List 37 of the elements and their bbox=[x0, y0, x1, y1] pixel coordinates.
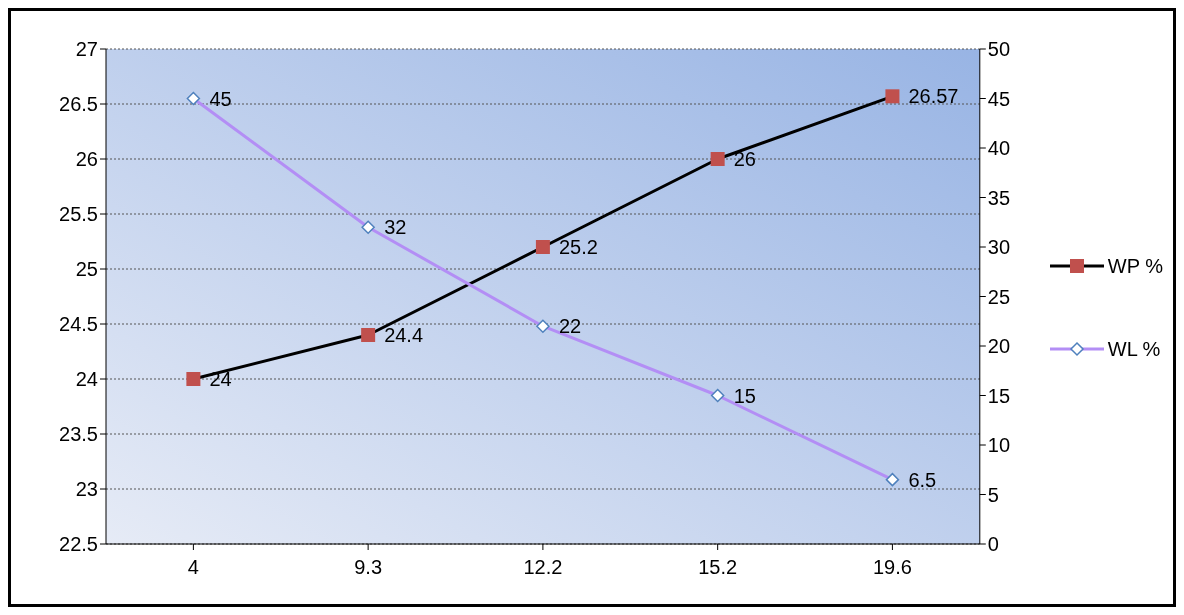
legend-label: WP % bbox=[1107, 254, 1163, 278]
y-tick-label: 24.5 bbox=[59, 313, 98, 336]
y2-tick-label: 50 bbox=[987, 38, 1011, 61]
data-label: 24.4 bbox=[384, 324, 424, 347]
legend-label: WL % bbox=[1107, 337, 1161, 361]
y-tick-label: 26.5 bbox=[59, 93, 98, 116]
data-label: 45 bbox=[209, 87, 232, 110]
x-tick-label: 19.6 bbox=[872, 556, 912, 579]
x-tick-label: 9.3 bbox=[354, 556, 383, 579]
data-label: 22 bbox=[558, 315, 582, 338]
y2-tick-label: 45 bbox=[987, 87, 1011, 110]
y-tick-label: 22.5 bbox=[59, 533, 98, 556]
y-tick-label: 23 bbox=[75, 478, 98, 501]
data-label: 6.5 bbox=[908, 468, 937, 491]
y-tick-label: 27 bbox=[75, 38, 98, 61]
y-tick-label: 23.5 bbox=[59, 423, 98, 446]
y-tick-label: 25.5 bbox=[59, 203, 98, 226]
x-tick-label: 15.2 bbox=[698, 556, 738, 579]
data-label: 32 bbox=[384, 216, 407, 239]
y2-tick-label: 20 bbox=[987, 335, 1011, 358]
y-tick-label: 26 bbox=[75, 148, 98, 171]
data-label: 25.2 bbox=[558, 236, 598, 259]
data-label: 26.57 bbox=[908, 85, 959, 108]
y2-tick-label: 5 bbox=[987, 483, 999, 506]
y2-tick-label: 30 bbox=[987, 236, 1011, 259]
y2-tick-label: 15 bbox=[987, 384, 1011, 407]
data-label: 15 bbox=[733, 384, 756, 407]
y2-tick-label: 35 bbox=[987, 186, 1011, 209]
y-tick-label: 24 bbox=[75, 368, 98, 391]
x-tick-label: 4 bbox=[187, 556, 199, 579]
x-tick-label: 12.2 bbox=[523, 556, 563, 579]
data-label: 26 bbox=[733, 148, 756, 171]
y2-tick-label: 0 bbox=[987, 533, 999, 556]
y2-tick-label: 25 bbox=[987, 285, 1011, 308]
y2-tick-label: 40 bbox=[987, 137, 1011, 160]
y2-tick-label: 10 bbox=[987, 434, 1011, 457]
y-tick-label: 25 bbox=[75, 258, 98, 281]
